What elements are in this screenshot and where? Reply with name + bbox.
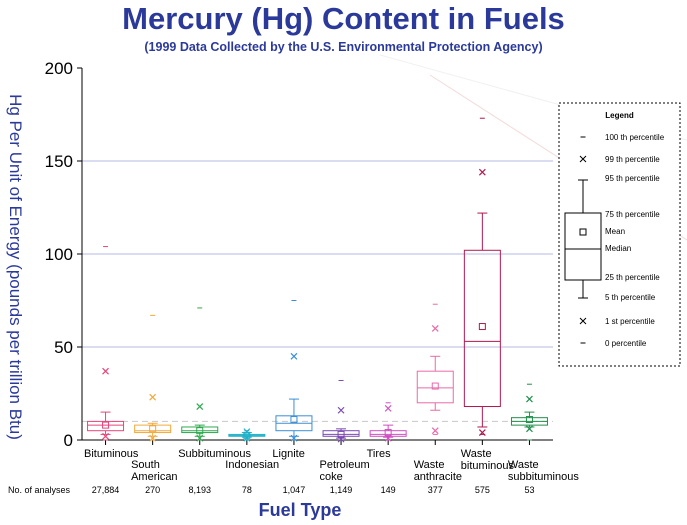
p99-marker: [431, 324, 439, 332]
mean-marker: [478, 323, 486, 331]
legend-title: Legend: [605, 111, 634, 120]
category-label: South: [131, 459, 160, 471]
analyses-count: 575: [475, 485, 490, 495]
mean-marker: [196, 427, 204, 435]
p99-marker: [196, 403, 204, 410]
legend-entry-label: 25 th percentile: [605, 273, 660, 282]
category-label: subbituminous: [508, 471, 579, 483]
legend-entry-label: 75 th percentile: [605, 210, 660, 219]
chart-title: Mercury (Hg) Content in Fuels: [122, 1, 565, 36]
analyses-count: 377: [428, 485, 443, 495]
p1-marker: [431, 427, 439, 435]
p1-marker: [337, 435, 345, 443]
category-label: American: [131, 471, 177, 483]
box-iqr: [322, 430, 360, 437]
chart-subtitle: (1999 Data Collected by the U.S. Environ…: [144, 40, 543, 54]
legend-entry-label: 100 th percentile: [605, 133, 665, 142]
y-tick-label: 200: [45, 59, 73, 78]
category-label: anthracite: [414, 471, 462, 483]
legend-entry-label: 0 percentile: [605, 339, 647, 348]
category-label: bituminous: [461, 460, 515, 472]
analyses-count: 8,193: [188, 485, 211, 495]
analyses-count: 78: [242, 485, 252, 495]
analyses-count: 270: [145, 485, 160, 495]
analyses-count: 53: [524, 485, 534, 495]
y-tick-label: 100: [45, 245, 73, 264]
y-tick-label: 150: [45, 152, 73, 171]
analyses-count: 27,884: [92, 485, 120, 495]
y-tick-label: 0: [64, 431, 73, 450]
category-label: Bituminous: [84, 448, 139, 460]
analyses-count: 1,047: [283, 485, 306, 495]
legend-entry-label: 5 th percentile: [605, 293, 656, 302]
p99-marker: [290, 352, 298, 360]
category-label: Waste: [508, 459, 539, 471]
mean-marker: [290, 416, 298, 424]
mean-marker: [337, 430, 345, 438]
legend-p1-glyph: [579, 317, 587, 325]
category-label: Waste: [414, 459, 445, 471]
p99-marker: [149, 393, 157, 401]
category-label: Indonesian: [225, 459, 279, 471]
p1-marker: [526, 425, 533, 433]
mean-marker: [384, 429, 392, 437]
analyses-count: 1,149: [330, 485, 353, 495]
p99-marker: [337, 406, 345, 414]
category-label: Subbituminous: [178, 448, 251, 460]
legend-entry-label: 99 th percentile: [605, 155, 660, 164]
legend-entry-label: 1 st percentile: [605, 317, 655, 326]
legend-mean-glyph: [579, 228, 587, 236]
legend-p99-glyph: [579, 155, 587, 163]
box-iqr: [416, 370, 454, 404]
p99-marker: [102, 367, 109, 375]
category-label: Lignite: [272, 448, 304, 460]
p1-marker: [102, 432, 109, 440]
legend-entry-label: Mean: [605, 227, 625, 236]
p99-marker: [478, 168, 486, 176]
mean-marker: [431, 382, 439, 390]
y-tick-label: 50: [54, 338, 73, 357]
box-iqr: [134, 424, 172, 434]
box-iqr: [87, 420, 125, 432]
box-iqr: [181, 426, 219, 434]
category-label: Tires: [367, 448, 392, 460]
p99-marker: [384, 404, 392, 412]
analyses-count: 149: [381, 485, 396, 495]
mean-marker: [102, 421, 110, 429]
legend-box: [558, 102, 681, 367]
category-label: Waste: [461, 448, 492, 460]
p99-marker: [243, 428, 251, 436]
x-axis-label: Fuel Type: [258, 500, 342, 520]
box-iqr: [369, 430, 407, 437]
legend-entry-label: Median: [605, 244, 631, 253]
mean-marker: [149, 425, 157, 433]
p99-marker: [526, 395, 533, 403]
category-label: Petroleum: [320, 459, 370, 471]
category-label: coke: [320, 471, 343, 483]
legend-entry-label: 95 th percentile: [605, 174, 660, 183]
mean-marker: [525, 416, 533, 424]
analyses-label: No. of analyses: [8, 485, 71, 495]
box-iqr: [463, 249, 501, 408]
